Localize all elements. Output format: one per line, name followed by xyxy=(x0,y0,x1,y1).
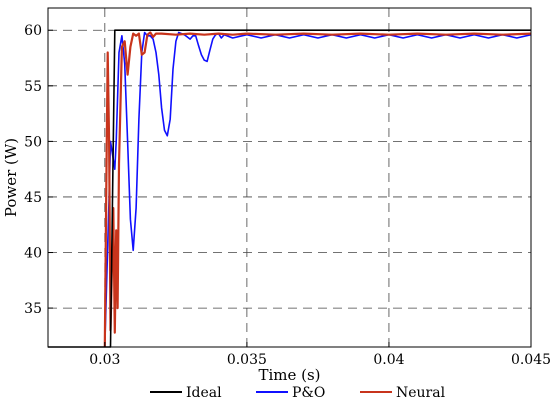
tick-labels: 0.03 0.035 0.04 0.045 35 40 45 50 55 60 xyxy=(24,23,550,368)
y-tick-label-0: 35 xyxy=(24,301,42,317)
plot-frame xyxy=(47,7,532,348)
y-tick-label-5: 60 xyxy=(24,23,42,39)
y-tick-label-3: 50 xyxy=(24,134,42,150)
series-line-p-o xyxy=(104,31,532,348)
legend-label-neural: Neural xyxy=(396,385,446,401)
x-tick-label-1: 0.035 xyxy=(227,352,267,368)
legend: Ideal P&O Neural xyxy=(150,385,446,401)
legend-label-p-o: P&O xyxy=(292,385,325,401)
x-axis-label: Time (s) xyxy=(258,366,320,384)
y-tick-label-2: 45 xyxy=(24,190,42,206)
y-tick-label-1: 40 xyxy=(24,246,42,262)
x-tick-label-3: 0.045 xyxy=(511,352,550,368)
y-tick-label-4: 55 xyxy=(24,79,42,95)
x-tick-label-0: 0.03 xyxy=(89,352,120,368)
legend-label-ideal: Ideal xyxy=(186,385,222,401)
x-tick-label-2: 0.04 xyxy=(373,352,404,368)
y-axis-label: Power (W) xyxy=(2,138,20,217)
series-line-neural xyxy=(103,31,532,348)
